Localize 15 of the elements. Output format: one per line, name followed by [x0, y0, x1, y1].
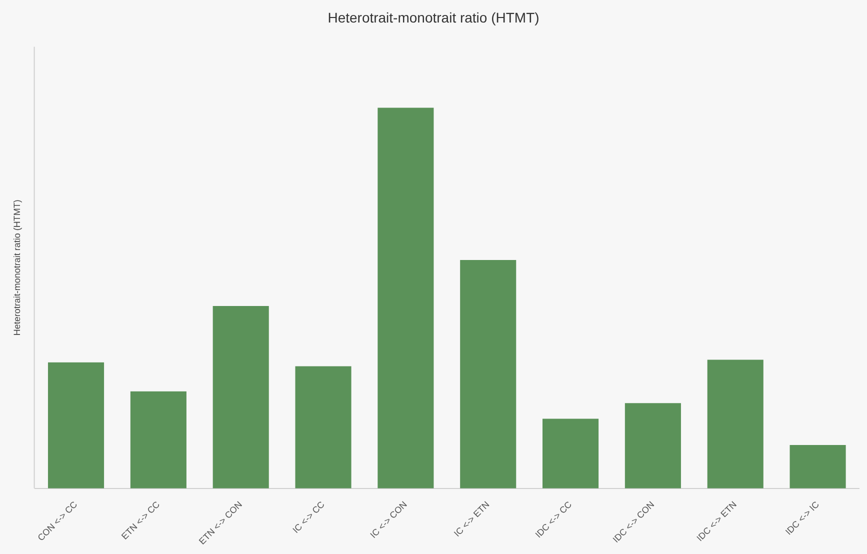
- bar: [542, 418, 599, 488]
- bar: [48, 362, 104, 488]
- bar: [130, 391, 186, 488]
- bar: [790, 445, 846, 488]
- bar: [460, 260, 516, 488]
- x-tick-label: IC <-> CC: [290, 498, 327, 536]
- bar: [212, 306, 269, 488]
- y-axis-title: Heterotrait-monotrait ratio (HTMT): [12, 200, 22, 336]
- chart-title: Heterotrait-monotrait ratio (HTMT): [328, 9, 540, 26]
- bar: [295, 366, 352, 488]
- bar: [707, 360, 764, 488]
- x-tick-label: IDC <-> CC: [533, 498, 574, 540]
- bar: [624, 403, 681, 488]
- bar: [378, 108, 434, 488]
- x-tick-label: IDC <-> IC: [783, 498, 822, 537]
